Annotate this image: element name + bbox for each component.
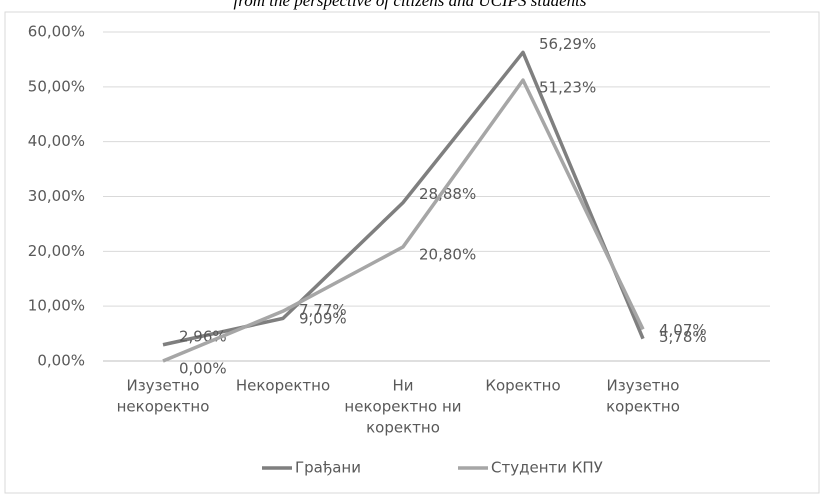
series-line bbox=[162, 78, 645, 363]
chart-title: from the perspective of citizens and UCI… bbox=[233, 0, 586, 10]
x-tick-label: Ни bbox=[392, 377, 413, 395]
legend-label: Студенти КПУ bbox=[491, 459, 603, 477]
y-tick-label: 50,00% bbox=[28, 77, 85, 95]
x-tick-label: Изузетно bbox=[126, 377, 199, 395]
y-tick-label: 20,00% bbox=[28, 242, 85, 260]
x-tick-label: Коректно bbox=[485, 377, 560, 395]
y-tick-label: 60,00% bbox=[28, 23, 85, 41]
data-label: 0,00% bbox=[179, 360, 227, 378]
x-tick-label: некоректно ни bbox=[344, 398, 461, 416]
x-tick-label: коректно bbox=[606, 398, 680, 416]
data-label: 5,78% bbox=[659, 328, 707, 346]
data-label: 56,29% bbox=[539, 35, 596, 53]
data-label: 20,80% bbox=[419, 245, 476, 263]
x-tick-label: некоректно bbox=[117, 398, 210, 416]
data-label: 7,77% bbox=[299, 301, 347, 319]
y-tick-label: 10,00% bbox=[28, 297, 85, 315]
chart-frame bbox=[4, 11, 820, 494]
legend-label: Грађани bbox=[295, 459, 361, 477]
x-tick-label: коректно bbox=[366, 419, 440, 437]
data-label: 4,07% bbox=[659, 321, 707, 339]
y-tick-label: 0,00% bbox=[37, 352, 85, 370]
data-label: 28,88% bbox=[419, 185, 476, 203]
data-label: 51,23% bbox=[539, 79, 596, 97]
x-tick-label: Изузетно bbox=[606, 377, 679, 395]
x-tick-label: Некоректно bbox=[236, 377, 330, 395]
data-label: 9,09% bbox=[299, 310, 347, 328]
y-tick-label: 40,00% bbox=[28, 132, 85, 150]
y-tick-label: 30,00% bbox=[28, 187, 85, 205]
